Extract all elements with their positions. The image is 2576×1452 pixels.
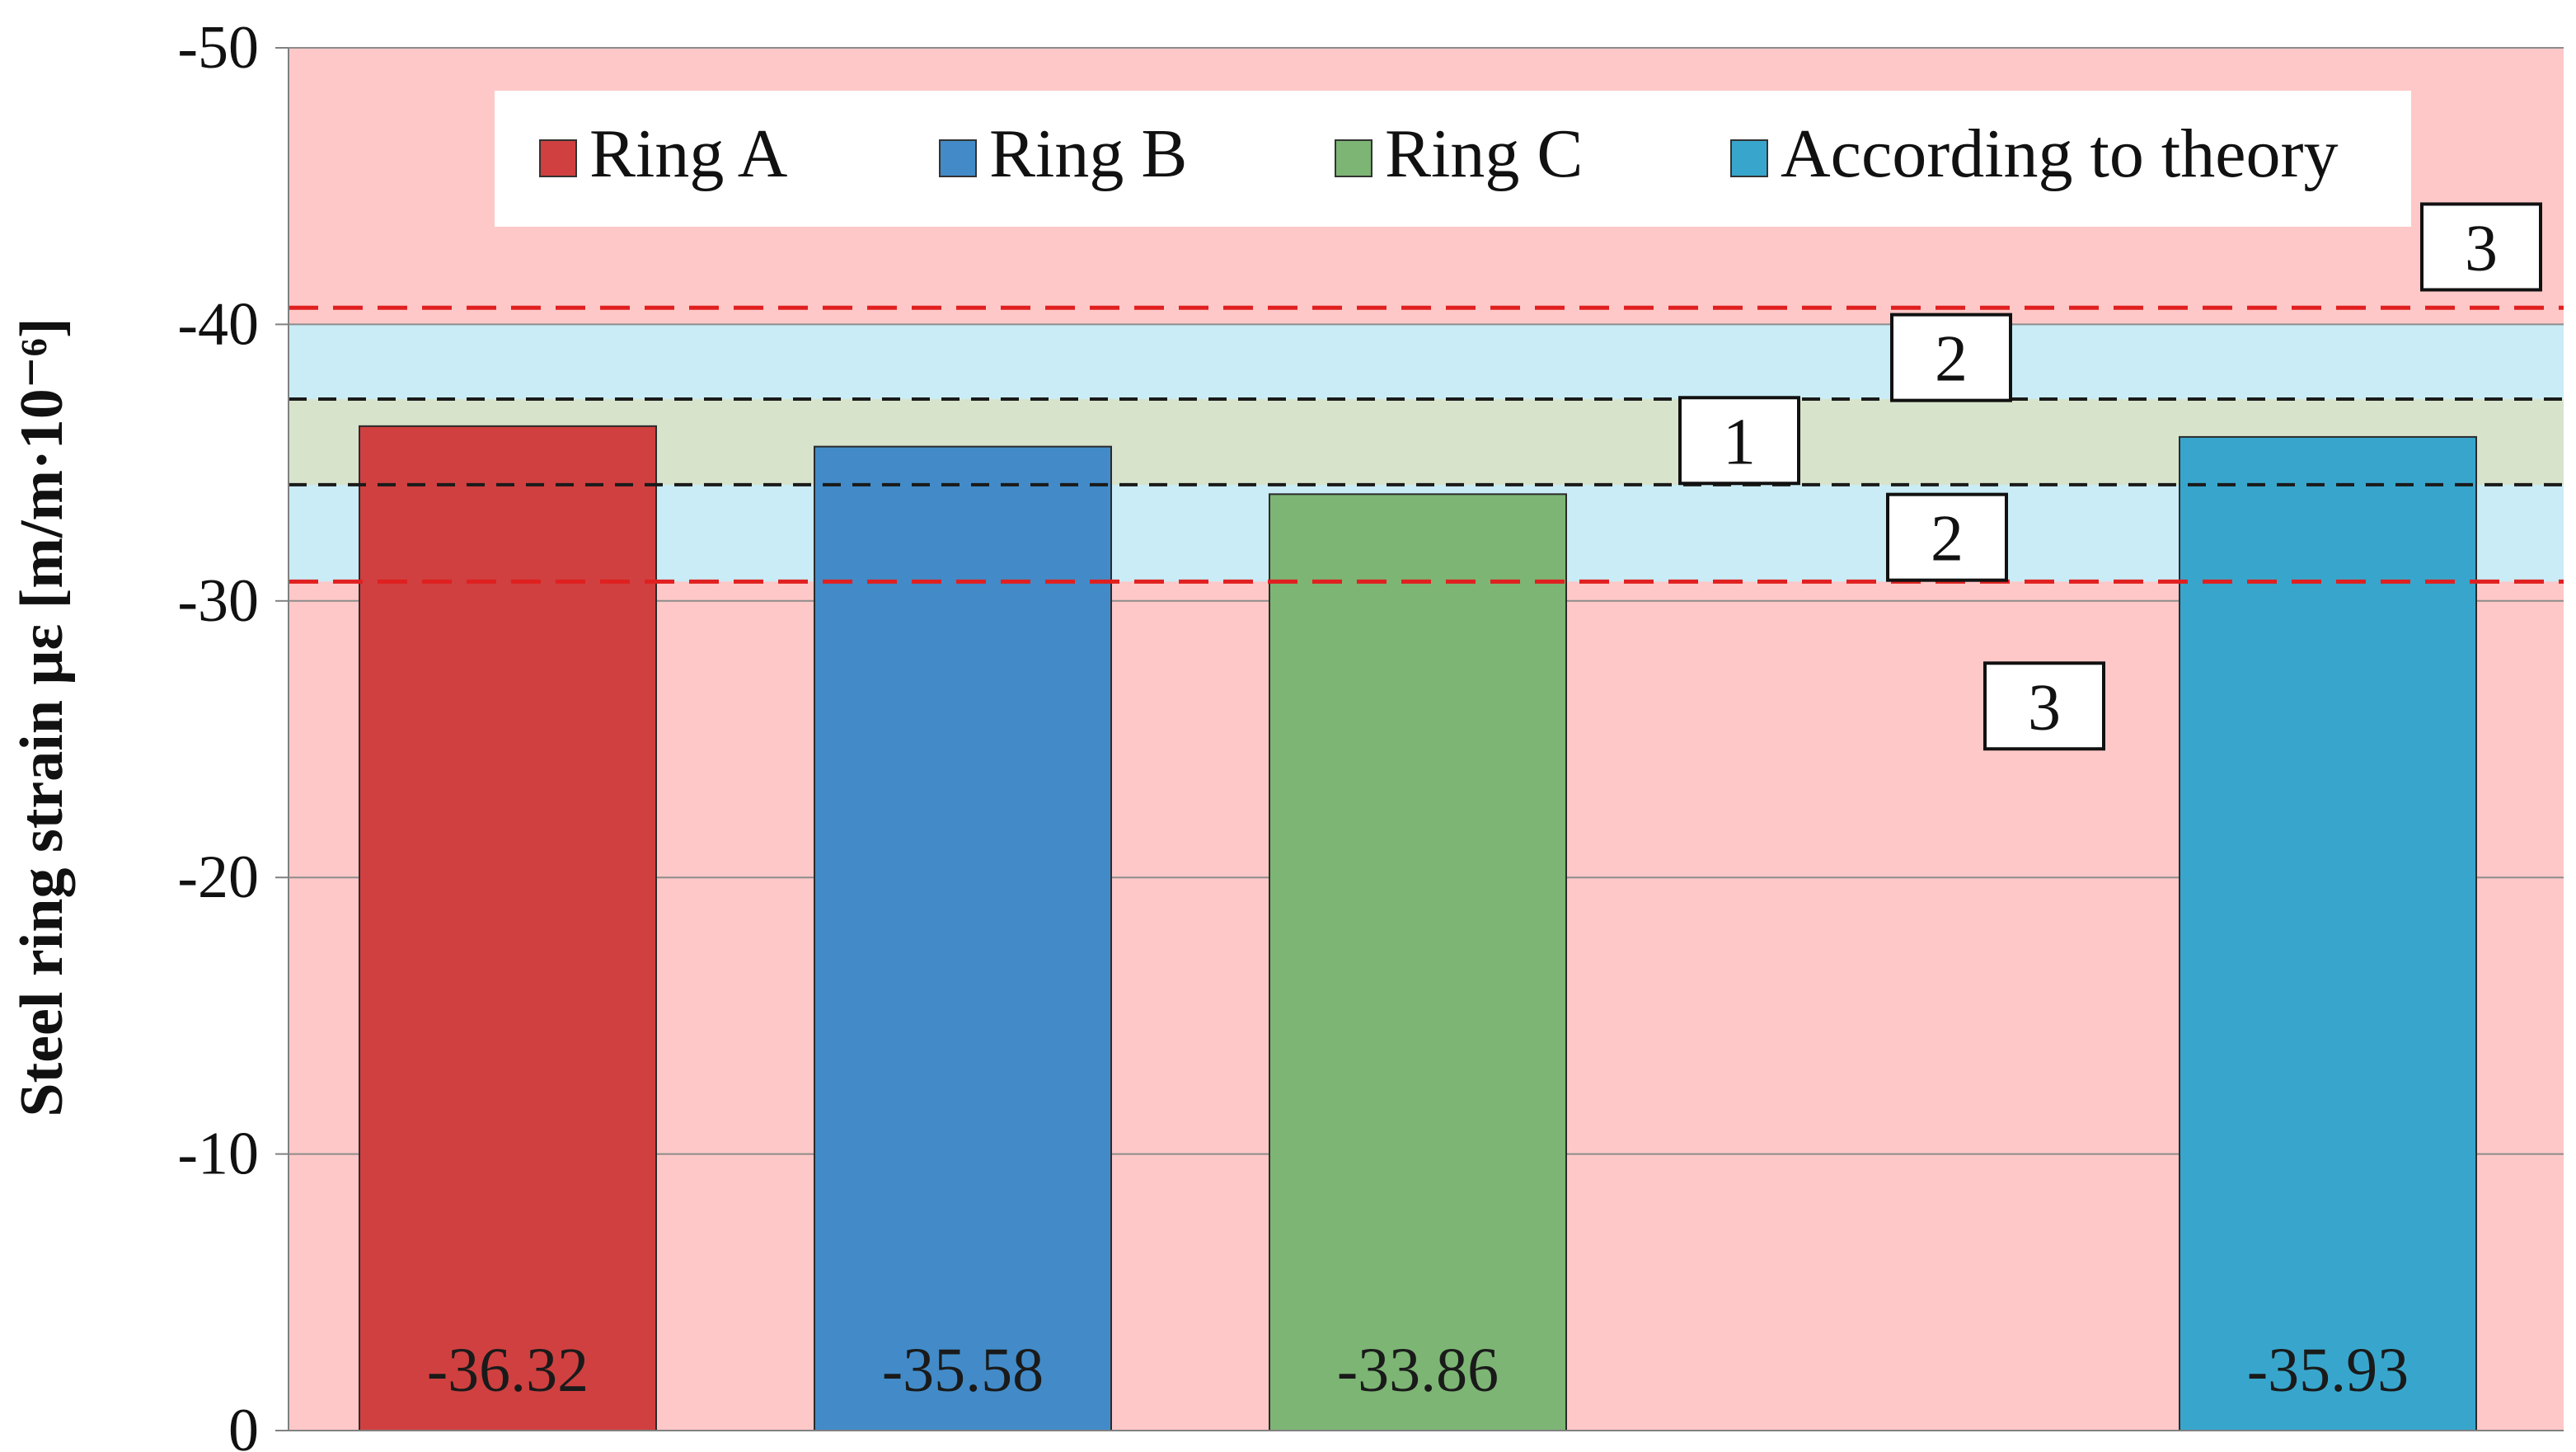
legend-swatch (1730, 139, 1768, 177)
data-label: -35.58 (882, 1336, 1044, 1405)
zone-label-2-upper: 2 (1935, 323, 1968, 396)
bar-ring-b (814, 445, 1112, 1431)
y-tick-label: -50 (177, 14, 259, 82)
legend-label: Ring A (589, 115, 788, 192)
legend-swatch (539, 139, 577, 177)
legend-label: Ring C (1385, 115, 1583, 192)
zone-label-box (1886, 492, 2008, 582)
bar-ring-a (359, 425, 657, 1432)
y-axis-title: Steel ring strain με [m/m·10⁻⁶] (8, 317, 76, 1116)
limit-lines (289, 305, 2564, 584)
y-axis: 0 -10 -20 -30 -40 -50 (177, 14, 2564, 1452)
y-tick-label: -10 (177, 1121, 259, 1188)
legend: Ring A Ring B Ring C According to theory (495, 91, 2411, 227)
zone-label-1: 1 (1723, 406, 1756, 478)
data-label: -35.93 (2247, 1336, 2409, 1405)
bars (359, 425, 2477, 1432)
zone-label-box (1983, 661, 2105, 751)
data-label: -33.86 (1337, 1336, 1499, 1405)
legend-label: Ring B (989, 115, 1187, 192)
zone-label-3-lower: 3 (2028, 671, 2061, 744)
legend-box (495, 91, 2411, 227)
zone-label-3-upper: 3 (2465, 212, 2498, 284)
zone-labels: 3 2 1 2 3 (1678, 202, 2542, 751)
legend-swatch (1335, 139, 1372, 177)
y-tick-label: -40 (177, 290, 259, 358)
zone-label-box (1890, 312, 2012, 402)
y-tick-label: 0 (228, 1397, 259, 1452)
zone-label-box (2420, 202, 2542, 292)
bar-according-to-theory (2179, 435, 2477, 1431)
bar-ring-c (1269, 493, 1567, 1431)
legend-label: According to theory (1781, 115, 2338, 192)
legend-swatch (939, 139, 977, 177)
y-tick-label: -20 (177, 843, 259, 911)
y-tick-label: -30 (177, 567, 259, 635)
data-label: -36.32 (427, 1336, 589, 1405)
zone-label-box (1678, 396, 1800, 486)
zone-label-2-lower: 2 (1931, 503, 1964, 576)
data-labels: -36.32 -35.58 -33.86 -35.93 (427, 1336, 2409, 1405)
